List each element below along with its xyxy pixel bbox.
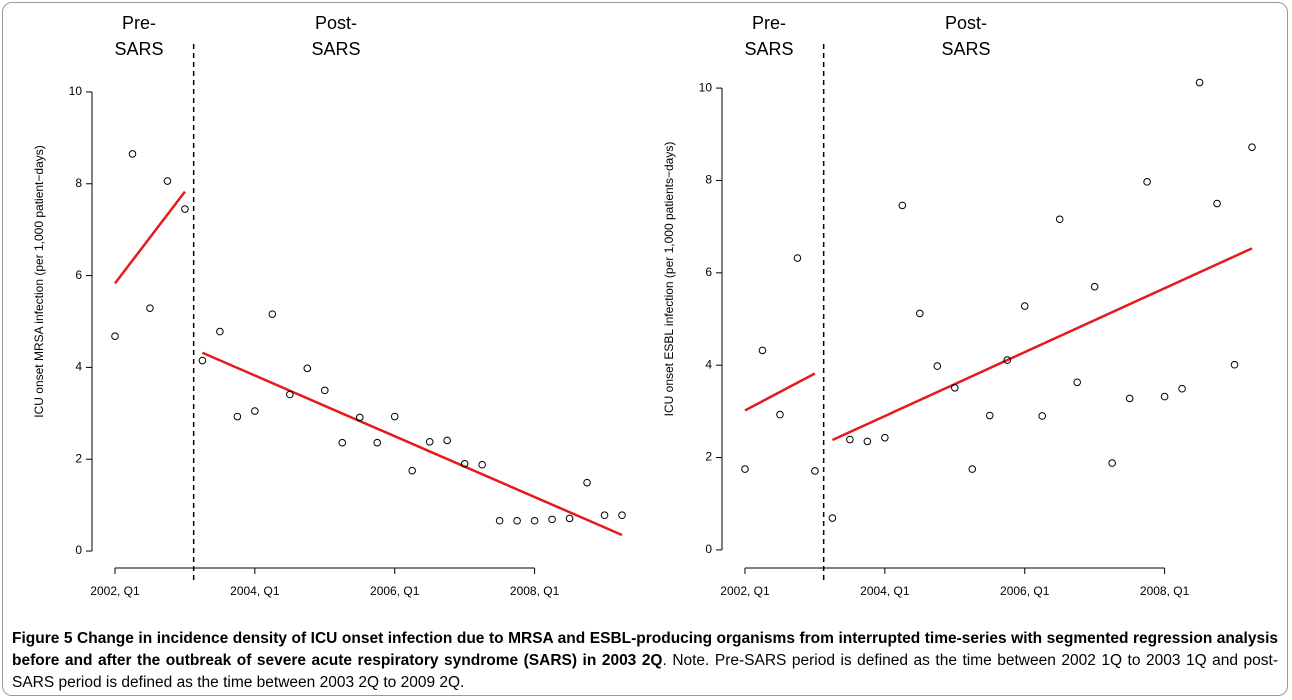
data-point xyxy=(1020,302,1029,310)
y-axis-label: ICU onset ESBL infection (per 1,000 pati… xyxy=(662,142,676,417)
data-point xyxy=(268,310,277,318)
data-point xyxy=(111,332,119,340)
y-tick-label: 2 xyxy=(705,450,712,464)
y-tick-label: 2 xyxy=(75,451,82,465)
data-point xyxy=(1125,394,1134,403)
period-label: SARS xyxy=(941,39,990,59)
data-point xyxy=(1230,360,1239,369)
data-point xyxy=(548,515,556,524)
data-point xyxy=(1143,178,1151,186)
data-point xyxy=(1108,459,1116,467)
x-tick-label: 2006, Q1 xyxy=(370,584,420,598)
data-point xyxy=(251,407,259,415)
period-label: SARS xyxy=(744,39,793,59)
data-point xyxy=(425,437,434,446)
y-tick-label: 6 xyxy=(75,268,82,282)
data-point xyxy=(565,514,574,523)
period-label: SARS xyxy=(114,39,163,59)
period-label: Post- xyxy=(315,13,357,33)
data-point xyxy=(1160,392,1169,401)
regression-line xyxy=(744,372,816,412)
x-tick-label: 2002, Q1 xyxy=(720,584,770,598)
data-point xyxy=(233,412,242,421)
data-point xyxy=(1248,143,1256,152)
x-tick-label: 2004, Q1 xyxy=(860,584,910,598)
data-point xyxy=(513,516,521,525)
data-point xyxy=(390,412,399,421)
data-point xyxy=(355,413,364,422)
data-point xyxy=(846,435,854,444)
y-tick-label: 6 xyxy=(705,265,712,279)
data-point xyxy=(163,177,172,185)
caption-title: Figure 5 Change in incidence density of … xyxy=(12,630,1278,669)
data-point xyxy=(408,466,417,475)
figure: 0 2 4 6 8 10 2002, Q1 2004, Q1 2006, Q1 2008, Q1 I… xyxy=(32,13,1256,598)
data-point xyxy=(373,438,382,447)
x-tick-label: 2004, Q1 xyxy=(230,584,280,598)
data-point xyxy=(811,467,819,475)
y-tick-label: 0 xyxy=(75,543,82,557)
data-point xyxy=(863,437,872,446)
data-point xyxy=(1195,78,1204,87)
period-label: Post- xyxy=(945,13,987,33)
data-point xyxy=(1073,378,1081,387)
data-point xyxy=(933,362,942,370)
data-point xyxy=(776,410,784,419)
data-point xyxy=(181,205,189,213)
data-point xyxy=(338,438,347,447)
y-tick-label: 8 xyxy=(705,173,712,187)
data-point xyxy=(303,364,312,373)
x-tick-label: 2006, Q1 xyxy=(1000,584,1050,598)
period-label: Pre- xyxy=(122,13,156,33)
data-point xyxy=(968,465,977,473)
caption: Figure 5 Change in incidence density of … xyxy=(12,628,1278,694)
data-point xyxy=(216,327,224,336)
data-point xyxy=(1090,282,1099,291)
data-point xyxy=(741,465,749,473)
period-label: SARS xyxy=(311,39,360,59)
data-point xyxy=(286,390,294,399)
data-point xyxy=(1003,356,1012,364)
data-point xyxy=(460,460,469,468)
regression-line xyxy=(201,351,623,537)
data-point xyxy=(793,254,802,262)
data-point xyxy=(530,516,539,525)
data-point xyxy=(478,460,486,469)
data-point xyxy=(1178,384,1186,393)
data-point xyxy=(916,309,924,318)
data-point xyxy=(495,516,504,525)
y-axis-label: ICU onset MRSA infection (per 1,000 pati… xyxy=(32,145,46,417)
caption-note: . Note. Pre-SARS period is defined as th… xyxy=(12,652,1278,691)
data-point xyxy=(1213,199,1221,208)
y-tick-label: 4 xyxy=(705,357,712,371)
regression-line xyxy=(831,247,1253,442)
data-point xyxy=(320,386,329,395)
data-point xyxy=(758,346,767,355)
data-point xyxy=(898,201,907,210)
x-tick-label: 2008, Q1 xyxy=(510,584,560,598)
data-point xyxy=(146,304,154,312)
regression-line xyxy=(113,190,186,285)
x-tick-label: 2002, Q1 xyxy=(90,584,140,598)
y-tick-label: 8 xyxy=(75,176,82,190)
period-label: Pre- xyxy=(752,13,786,33)
data-point xyxy=(443,436,451,445)
data-point xyxy=(198,356,207,365)
data-point xyxy=(828,514,837,522)
data-point xyxy=(881,433,889,442)
data-point xyxy=(128,150,137,158)
x-tick-label: 2008, Q1 xyxy=(1140,584,1190,598)
y-tick-label: 4 xyxy=(75,360,82,374)
data-point xyxy=(985,411,994,420)
data-point xyxy=(1038,412,1047,420)
y-tick-label: 10 xyxy=(69,84,83,98)
y-tick-label: 0 xyxy=(705,542,712,556)
data-point xyxy=(1055,215,1064,224)
data-point xyxy=(950,384,959,392)
data-point xyxy=(583,478,591,487)
y-tick-label: 10 xyxy=(699,80,713,94)
data-point xyxy=(600,511,609,520)
data-point xyxy=(618,511,626,520)
